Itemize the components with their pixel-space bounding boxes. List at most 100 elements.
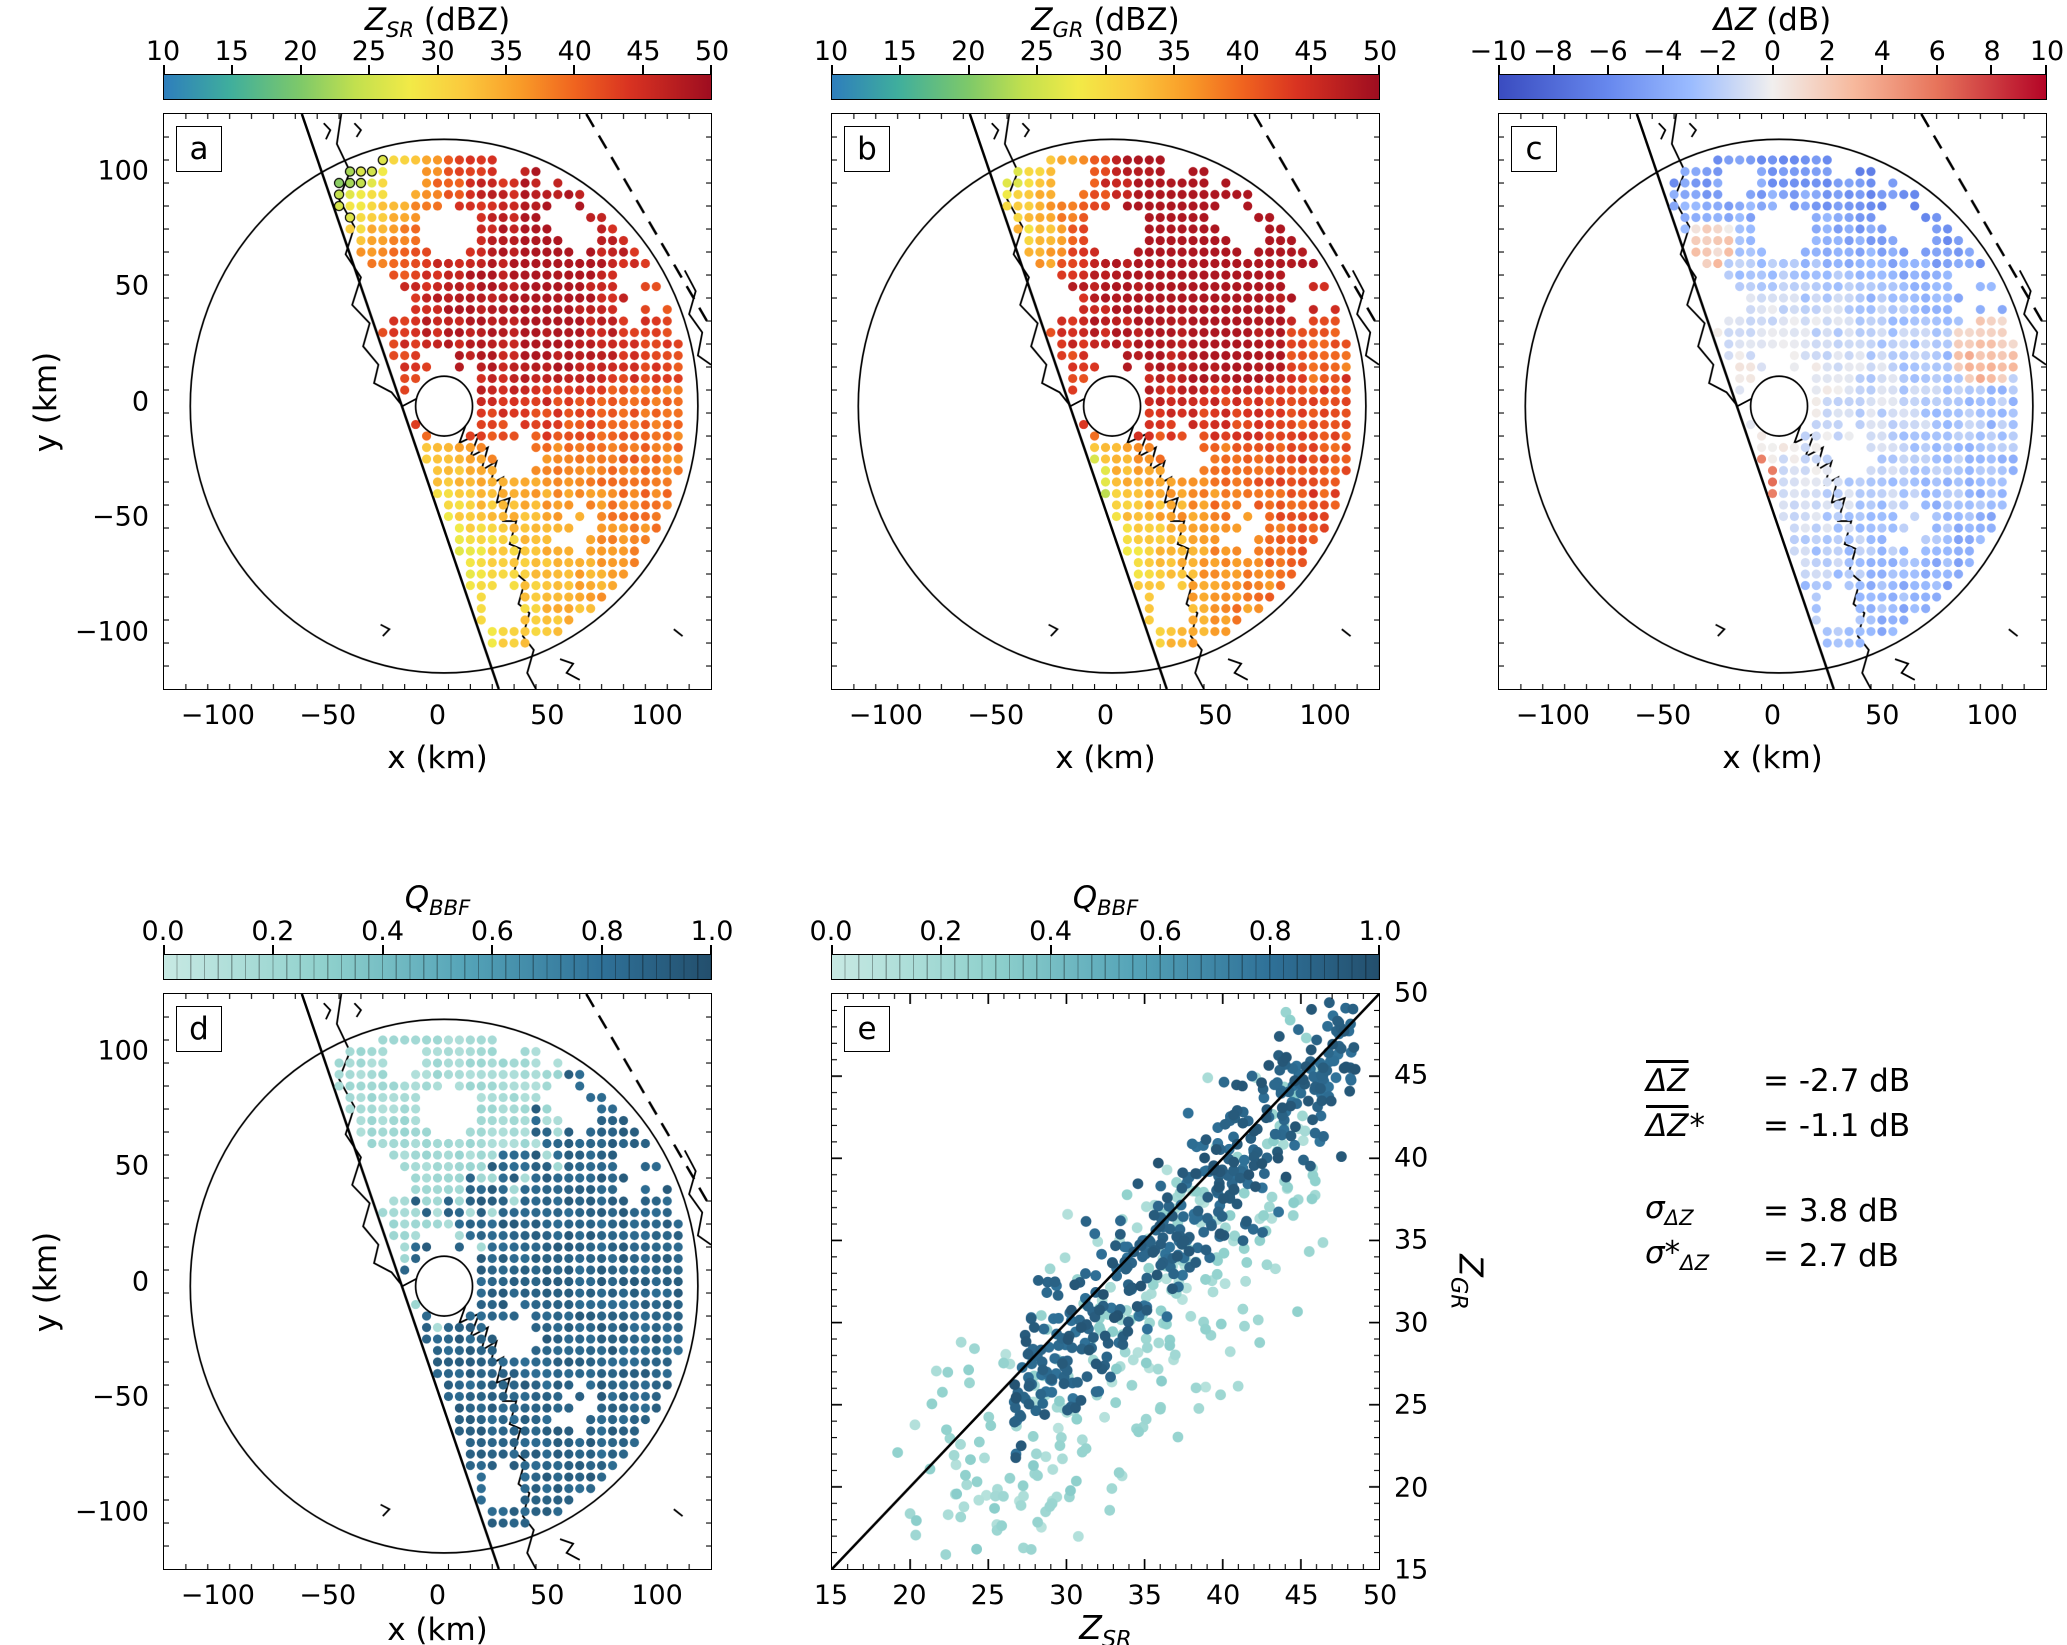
y-tick-label: 35	[1394, 1224, 1429, 1256]
x-tick-label: 100	[631, 700, 683, 731]
colorbar-tick-label: 8	[1983, 36, 2001, 67]
stat-symbol: ΔZ	[1646, 1062, 1689, 1099]
colorbar-tick-label: 0.4	[1029, 916, 1073, 947]
colorbar-tick-label: 0.2	[919, 916, 963, 947]
x-tick-label: 50	[1198, 700, 1233, 731]
y-tick-label: 50	[1394, 977, 1429, 1009]
colorbar-tick-label: 6	[1928, 36, 1946, 67]
x-tick-label: 20	[892, 1580, 927, 1611]
y-tick-label: 50	[114, 270, 149, 302]
colorbar-tick-label: 50	[694, 36, 730, 67]
colorbar-tick-label: 10	[2029, 36, 2065, 67]
x-tick-label: 35	[1127, 1580, 1162, 1611]
title-units: (dBZ)	[1083, 2, 1180, 38]
x-tick-label: 0	[428, 700, 447, 731]
colorbar-tick-label: 0.8	[1248, 916, 1292, 947]
colorbar-tick	[504, 65, 507, 74]
y-tick-label: 40	[1394, 1142, 1429, 1174]
colorbar-tick	[1241, 65, 1244, 74]
title-symbol: Q	[1072, 880, 1098, 916]
map-canvas-qbbf	[164, 994, 711, 1569]
y-axis-label-d: y (km)	[28, 1231, 64, 1333]
colorbar-tick	[600, 945, 603, 954]
scatter-canvas	[832, 994, 1379, 1569]
map-canvas-zsr	[164, 114, 711, 689]
colorbar-title-zgr: ZGR (dBZ)	[831, 2, 1380, 42]
y-tick-label: 50	[114, 1150, 149, 1182]
x-tick-label: −50	[299, 1580, 357, 1611]
colorbar-tick-label: 0.6	[470, 916, 514, 947]
y-tick-label: −100	[74, 616, 149, 648]
stat-value: = 2.7 dB	[1763, 1237, 1899, 1274]
panel-label-b: b	[844, 126, 890, 172]
colorbar-tick	[1036, 65, 1039, 74]
colorbar-tick	[1826, 65, 1829, 74]
axis-subscript: GR	[1445, 1276, 1472, 1310]
colorbar-tick	[1104, 65, 1107, 74]
colorbar-tick	[899, 65, 902, 74]
colorbar-tick-label: 1.0	[690, 916, 734, 947]
x-tick-label: −100	[1515, 700, 1590, 731]
colorbar-tick-label: −6	[1587, 36, 1628, 67]
colorbar-tick	[1880, 65, 1883, 74]
colorbar-tick	[491, 945, 494, 954]
colorbar-tick-label: 25	[351, 36, 387, 67]
panel-label-d: d	[176, 1006, 222, 1052]
x-tick-label: −100	[180, 1580, 255, 1611]
colorbar-tick	[967, 65, 970, 74]
colorbar-tick-label: 45	[1294, 36, 1329, 67]
x-tick-label: −50	[967, 700, 1025, 731]
y-tick-label: 45	[1394, 1059, 1429, 1091]
colorbar-tick-label: 15	[882, 36, 917, 67]
colorbar-tick-label: 20	[951, 36, 986, 67]
x-axis-label-c: x (km)	[1722, 740, 1823, 776]
title-subscript: BBF	[429, 895, 471, 921]
colorbar-tick	[641, 65, 644, 74]
colorbar-level-lines	[164, 955, 711, 979]
y-tick-label: 15	[1394, 1554, 1429, 1586]
colorbar-tick-label: 40	[557, 36, 592, 67]
y-tick-label: 100	[97, 1035, 149, 1067]
colorbar-tick-label: 0	[1763, 36, 1782, 67]
colorbar-tick-label: 35	[1156, 36, 1192, 67]
colorbar-tick-label: 45	[626, 36, 661, 67]
x-tick-label: 50	[1865, 700, 1900, 731]
colorbar-tick	[1552, 65, 1555, 74]
x-axis-label-e: ZSR	[831, 1608, 1380, 1645]
map-canvas-zgr	[832, 114, 1379, 689]
colorbar-tick-label: −2	[1697, 36, 1738, 67]
x-tick-label: 0	[428, 1580, 447, 1611]
title-subscript: GR	[1052, 17, 1084, 43]
colorbar-tick-label: 0.6	[1138, 916, 1182, 947]
y-tick-label: 25	[1394, 1389, 1429, 1421]
x-tick-label: 0	[1763, 700, 1782, 731]
stat-value: = -1.1 dB	[1763, 1107, 1911, 1144]
y-tick-label: 30	[1394, 1307, 1429, 1339]
y-tick-label: 0	[131, 1266, 149, 1297]
colorbar-tick-label: 10	[813, 36, 849, 67]
title-symbol: Q	[404, 880, 430, 916]
colorbar-tick	[1607, 65, 1610, 74]
title-subscript: BBF	[1097, 895, 1139, 921]
x-tick-label: −100	[180, 700, 255, 731]
colorbar-tick-label: 2	[1818, 36, 1836, 67]
x-tick-label: 15	[813, 1580, 849, 1611]
stats-block: ΔZ = -2.7 dB ΔZ* = -1.1 dB σΔZ = 3.8 dB σ*Δ…	[1645, 1058, 1910, 1278]
colorbar-title-dz: ΔZ (dB)	[1498, 2, 2047, 42]
stats-spacer	[1645, 1148, 1910, 1188]
stat-sigma-dz-star: σ*ΔZ = 2.7 dB	[1645, 1233, 1910, 1278]
colorbar-tick	[1159, 945, 1162, 954]
stat-value: = 3.8 dB	[1763, 1192, 1899, 1229]
map-panel-dz: c	[1498, 113, 2047, 690]
scatter-panel: e	[831, 993, 1380, 1570]
colorbar-tick	[381, 945, 384, 954]
axis-symbol: Z	[1079, 1608, 1102, 1645]
x-tick-label: 40	[1205, 1580, 1241, 1611]
colorbar-tick-label: 50	[1362, 36, 1398, 67]
panel-label-a: a	[176, 126, 222, 172]
panel-label-e: e	[844, 1006, 890, 1052]
map-panel-qbbf: d	[163, 993, 712, 1570]
colorbar-qbbf-e	[831, 945, 1380, 980]
colorbar-tick	[299, 65, 302, 74]
